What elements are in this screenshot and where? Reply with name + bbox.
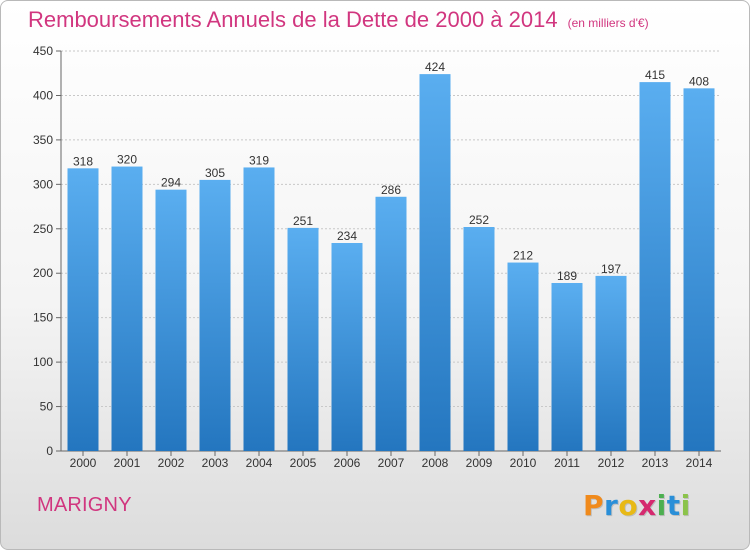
bar-value-label: 189	[557, 269, 577, 283]
bar-value-label: 424	[425, 60, 445, 74]
bar	[507, 262, 539, 451]
bar	[463, 227, 495, 451]
bar	[639, 82, 671, 451]
x-tick-label: 2006	[334, 456, 361, 470]
brand-logo: Proxiti	[583, 489, 691, 522]
x-tick-label: 2000	[70, 456, 97, 470]
x-tick-label: 2005	[290, 456, 317, 470]
bar	[375, 196, 407, 451]
bar	[551, 283, 583, 451]
brand-letter: r	[604, 489, 619, 522]
y-tick-label: 450	[33, 44, 53, 58]
y-tick-label: 400	[33, 88, 53, 102]
x-tick-label: 2010	[510, 456, 537, 470]
y-tick-label: 100	[33, 355, 53, 369]
bar-value-label: 320	[117, 153, 137, 167]
brand-letter: i	[656, 489, 667, 522]
bar-value-label: 408	[689, 74, 709, 88]
x-tick-label: 2009	[466, 456, 493, 470]
y-tick-label: 200	[33, 266, 53, 280]
x-tick-label: 2012	[598, 456, 625, 470]
bar-value-label: 252	[469, 213, 489, 227]
bars	[67, 74, 715, 452]
bar-value-label: 234	[337, 229, 357, 243]
bar	[199, 179, 231, 451]
tick-labels: 0 50 100 150 200 250 300 350 400 450 2000 2001 2002 2…	[33, 44, 713, 470]
brand-letter: i	[680, 489, 691, 522]
chart-title: Remboursements Annuels de la Dette de 20…	[28, 7, 649, 33]
bar	[111, 166, 143, 452]
y-tick-label: 150	[33, 311, 53, 325]
bar-value-label: 294	[161, 176, 181, 190]
bar-value-label: 251	[293, 214, 313, 228]
y-tick-label: 0	[46, 444, 53, 458]
value-labels: 318 320 294 305 319 251 234 286 424 252 212 189 197 4…	[73, 60, 709, 283]
y-tick-label: 300	[33, 177, 53, 191]
commune-name: MARIGNY	[37, 494, 132, 516]
x-tick-label: 2007	[378, 456, 405, 470]
bar-value-label: 415	[645, 68, 665, 82]
x-tick-label: 2013	[642, 456, 669, 470]
brand-letter: t	[666, 489, 681, 522]
bar	[419, 74, 451, 451]
bar	[331, 243, 363, 451]
x-tick-label: 2008	[422, 456, 449, 470]
x-tick-label: 2003	[202, 456, 229, 470]
bar	[155, 189, 187, 451]
y-tick-label: 350	[33, 133, 53, 147]
y-tick-label: 250	[33, 222, 53, 236]
x-tick-label: 2014	[686, 456, 713, 470]
x-tick-label: 2004	[246, 456, 273, 470]
chart-subtitle: (en milliers d'€)	[567, 16, 649, 30]
brand-letter: P	[583, 489, 605, 522]
bar	[243, 167, 275, 451]
bar-value-label: 305	[205, 166, 225, 180]
bar	[683, 88, 715, 451]
bar	[595, 275, 627, 451]
bar-value-label: 286	[381, 183, 401, 197]
bar	[67, 168, 99, 452]
x-tick-label: 2002	[158, 456, 185, 470]
y-tick-label: 50	[40, 400, 54, 414]
bar-value-label: 319	[249, 153, 269, 167]
x-tick-label: 2011	[554, 456, 580, 470]
bar	[287, 227, 319, 451]
chart-title-text: Remboursements Annuels de la Dette de 20…	[28, 7, 558, 32]
x-tick-label: 2001	[114, 456, 141, 470]
bar-value-label: 318	[73, 154, 93, 168]
bar-value-label: 212	[513, 249, 533, 263]
brand-letter: x	[638, 489, 657, 522]
brand-letter: o	[618, 489, 639, 522]
bar-value-label: 197	[601, 262, 621, 276]
